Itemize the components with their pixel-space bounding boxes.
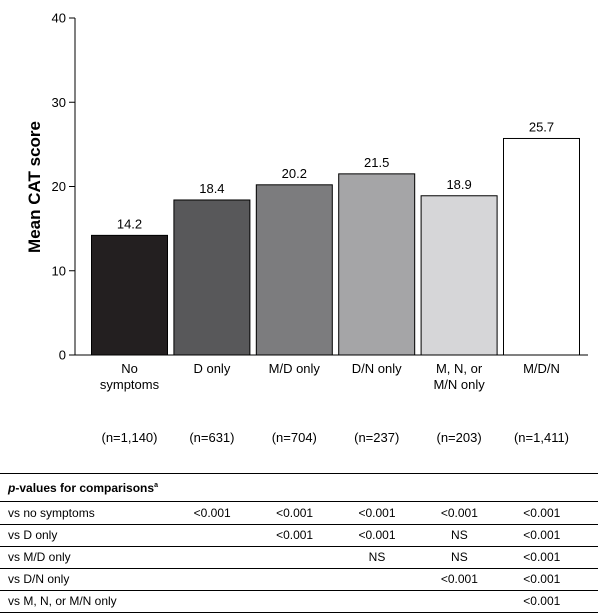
pvalues-row-rule — [0, 546, 598, 547]
pvalues-cell: <0.001 — [523, 528, 561, 542]
bar-value-label-4: 18.9 — [446, 177, 471, 192]
category-label-1-line-0: D only — [193, 361, 230, 376]
pvalues-cell: <0.001 — [276, 506, 314, 520]
pvalues-row-label: vs M/D only — [8, 550, 71, 564]
category-n-label-1: (n=631) — [189, 430, 234, 445]
pvalues-row-label: vs D only — [8, 528, 58, 542]
category-n-label-4: (n=203) — [437, 430, 482, 445]
pvalues-cell: NS — [368, 550, 386, 564]
pvalues-cell: <0.001 — [358, 528, 396, 542]
pvalues-cell: <0.001 — [523, 594, 561, 608]
bar-1 — [173, 199, 251, 356]
pvalues-header: p-values for comparisonsa — [8, 481, 158, 495]
pvalues-cell: <0.001 — [523, 506, 561, 520]
table-header-rule — [0, 501, 598, 502]
y-tick-label-4: 40 — [52, 11, 66, 26]
pvalues-row: vs D only <0.001 <0.001 NS <0.001 — [0, 525, 598, 547]
pvalues-header-text: -values for comparisons — [15, 481, 155, 495]
bar-value-label-0: 14.2 — [117, 216, 142, 231]
pvalues-cell: <0.001 — [276, 528, 314, 542]
category-label-5-line-0: M/D/N — [523, 361, 560, 376]
category-label-0-line-1: symptoms — [100, 377, 160, 392]
pvalues-row: vs no symptoms <0.001 <0.001 <0.001 <0.001 <0… — [0, 503, 598, 525]
category-n-label-2: (n=704) — [272, 430, 317, 445]
pvalues-cell: <0.001 — [440, 572, 478, 586]
bar-value-label-5: 25.7 — [529, 119, 554, 134]
bar-4 — [420, 195, 498, 356]
bar-2 — [255, 184, 333, 356]
pvalues-cell: <0.001 — [358, 506, 396, 520]
pvalues-row-label: vs no symptoms — [8, 506, 95, 520]
y-tick-label-1: 10 — [52, 263, 66, 278]
pvalues-header-italic: p — [8, 481, 16, 495]
pvalues-row-rule — [0, 568, 598, 569]
category-n-label-0: (n=1,140) — [101, 430, 157, 445]
pvalues-row-label: vs D/N only — [8, 572, 70, 586]
bar-value-label-3: 21.5 — [364, 155, 389, 170]
category-label-4-line-1: M/N only — [433, 377, 485, 392]
bar-value-label-2: 20.2 — [282, 166, 307, 181]
pvalues-cell: <0.001 — [440, 506, 478, 520]
category-n-label-5: (n=1,411) — [514, 430, 569, 445]
table-top-rule — [0, 473, 598, 474]
pvalues-row-rule — [0, 590, 598, 591]
pvalues-header-footnote: a — [154, 482, 158, 489]
bar-0 — [91, 234, 168, 356]
y-tick-label-0: 0 — [59, 348, 66, 363]
bar-value-label-1: 18.4 — [199, 181, 224, 196]
y-tick-label-2: 20 — [52, 179, 66, 194]
y-tick-label-3: 30 — [52, 95, 66, 110]
category-label-3-line-0: D/N only — [352, 361, 402, 376]
pvalues-cell: NS — [451, 528, 468, 542]
category-label-0-line-0: No — [121, 361, 138, 376]
bar-3 — [338, 173, 416, 356]
pvalues-row: vs D/N only <0.001 <0.001 — [0, 569, 598, 591]
pvalues-cell: NS — [451, 550, 468, 564]
pvalues-cell: <0.001 — [523, 572, 561, 586]
pvalues-cell: <0.001 — [193, 506, 231, 520]
pvalues-row-label: vs M, N, or M/N only — [8, 594, 117, 608]
pvalues-row: vs M/D only NS NS <0.001 — [0, 547, 598, 569]
bar-5 — [503, 137, 580, 356]
category-label-4-line-0: M, N, or — [436, 361, 483, 376]
pvalues-cell: <0.001 — [523, 550, 561, 564]
category-n-label-3: (n=237) — [354, 430, 399, 445]
category-label-2-line-0: M/D only — [269, 361, 321, 376]
y-axis-label: Mean CAT score — [25, 121, 44, 253]
pvalues-row: vs M, N, or M/N only <0.001 — [0, 591, 598, 613]
pvalues-row-rule — [0, 524, 598, 525]
